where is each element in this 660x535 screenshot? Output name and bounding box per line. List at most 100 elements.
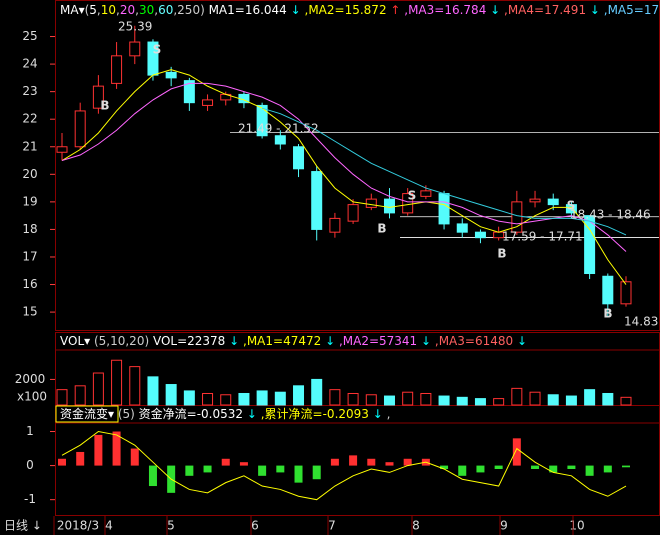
candle-body [183, 80, 195, 104]
candle-body [202, 99, 214, 106]
flow-bar [549, 465, 558, 473]
candle-body [256, 104, 268, 137]
ma-line [61, 82, 627, 252]
volume-bar [220, 394, 232, 406]
candle-body [274, 135, 286, 145]
candle-body [347, 204, 359, 222]
header-item: 10 [101, 3, 116, 17]
candle-body [74, 110, 86, 148]
candle-body [456, 223, 468, 233]
volume-bar [547, 394, 559, 406]
header-item: ↓ [243, 407, 257, 421]
header-item: ,累计净流=-0.2093 [257, 407, 369, 421]
candle-body [474, 231, 486, 239]
flow-bar [512, 438, 521, 466]
candle-body [602, 275, 614, 305]
month-label: 2018/3 [57, 519, 99, 533]
header-item: ↓ [486, 3, 500, 17]
volume-bar [383, 395, 395, 406]
y-tick-label: 24 [22, 57, 37, 71]
y-tick-label: 23 [22, 84, 37, 98]
period-label[interactable]: 日线 ↓ [4, 519, 42, 533]
header-item: ↓ [287, 3, 301, 17]
flow-bar [567, 465, 576, 469]
volume-bar [402, 391, 414, 406]
flow-bar [403, 458, 412, 466]
volume-bar [511, 387, 523, 406]
header-item: 30 [139, 3, 154, 17]
indicator-box[interactable] [55, 405, 119, 423]
flow-bar [367, 458, 376, 466]
candle-body [165, 71, 177, 79]
price-annotation: 17.59 - 17.71 [502, 230, 583, 244]
header-item: ,MA4=17.491 [500, 3, 586, 17]
month-label: 4 [105, 519, 113, 533]
flow-bar [458, 465, 467, 476]
header-item: (5,10,20) [90, 334, 149, 348]
flow-bar [148, 465, 157, 487]
price-annotation: 18.43 - 18.46 [570, 208, 651, 222]
y-tick-label: 20 [22, 167, 37, 181]
header-item: 5 [89, 3, 97, 17]
candle-body [438, 193, 450, 225]
volume-bar [111, 359, 123, 406]
header-item: , [97, 3, 101, 17]
flow-bar [476, 465, 485, 473]
month-label: 7 [328, 519, 336, 533]
header-item: 20 [120, 3, 135, 17]
y-tick-label: 2000 [15, 372, 46, 386]
candle-body [365, 198, 377, 208]
volume-bar [584, 389, 596, 406]
candle-body [420, 190, 432, 197]
flow-bar [94, 434, 103, 466]
volume-bar [92, 372, 104, 406]
month-label: 6 [251, 519, 259, 533]
candle-body [293, 146, 305, 170]
flow-bar [622, 465, 630, 468]
volume-bar [238, 392, 250, 406]
flow-bar [330, 458, 339, 466]
flow-bar [130, 448, 139, 466]
volume-bar [456, 396, 468, 406]
candle-body [565, 204, 577, 214]
candle-body [111, 55, 123, 84]
header-item: ↓ [225, 334, 239, 348]
flow-bar [276, 465, 285, 473]
month-label: 5 [167, 519, 175, 533]
volume-bar [602, 392, 614, 406]
flow-bar [603, 465, 612, 473]
volume-bar [311, 378, 323, 406]
y-tick-label: 16 [22, 277, 37, 291]
header-item: ,MA5=17.879 [600, 3, 660, 17]
flow-bar [440, 465, 449, 469]
flow-bar [258, 465, 267, 476]
volume-bar [620, 396, 632, 406]
volume-bar [565, 395, 577, 406]
volume-bar [438, 395, 450, 406]
candle-body [511, 201, 523, 233]
candle-body [529, 198, 541, 203]
panel-header: MA▾(5,10,20,30,60,250) MA1=16.044 ↓ ,MA2… [60, 3, 660, 17]
header-item: ↑ [387, 3, 401, 17]
volume-bar [202, 392, 214, 406]
y-tick-label: -1 [24, 492, 36, 506]
header-item: ,MA3=16.784 [400, 3, 486, 17]
trade-signal: B [377, 222, 386, 236]
volume-bar [474, 398, 486, 406]
header-item: , [154, 3, 158, 17]
header-item: (5) [114, 407, 135, 421]
header-item: MA1=16.044 [205, 3, 287, 17]
month-label: 9 [500, 519, 508, 533]
flow-bar [494, 465, 503, 469]
header-item: ,MA3=61480 [431, 334, 513, 348]
volume-bar [129, 366, 141, 406]
header-item: ↓ [417, 334, 431, 348]
volume-bar [74, 385, 86, 406]
header-item: ↓ [321, 334, 335, 348]
y-tick-label: 1 [26, 424, 34, 438]
flow-bar [385, 462, 394, 466]
flow-bar [312, 465, 321, 480]
y-tick-label: 21 [22, 139, 37, 153]
header-item: ,MA2=15.872 [301, 3, 387, 17]
